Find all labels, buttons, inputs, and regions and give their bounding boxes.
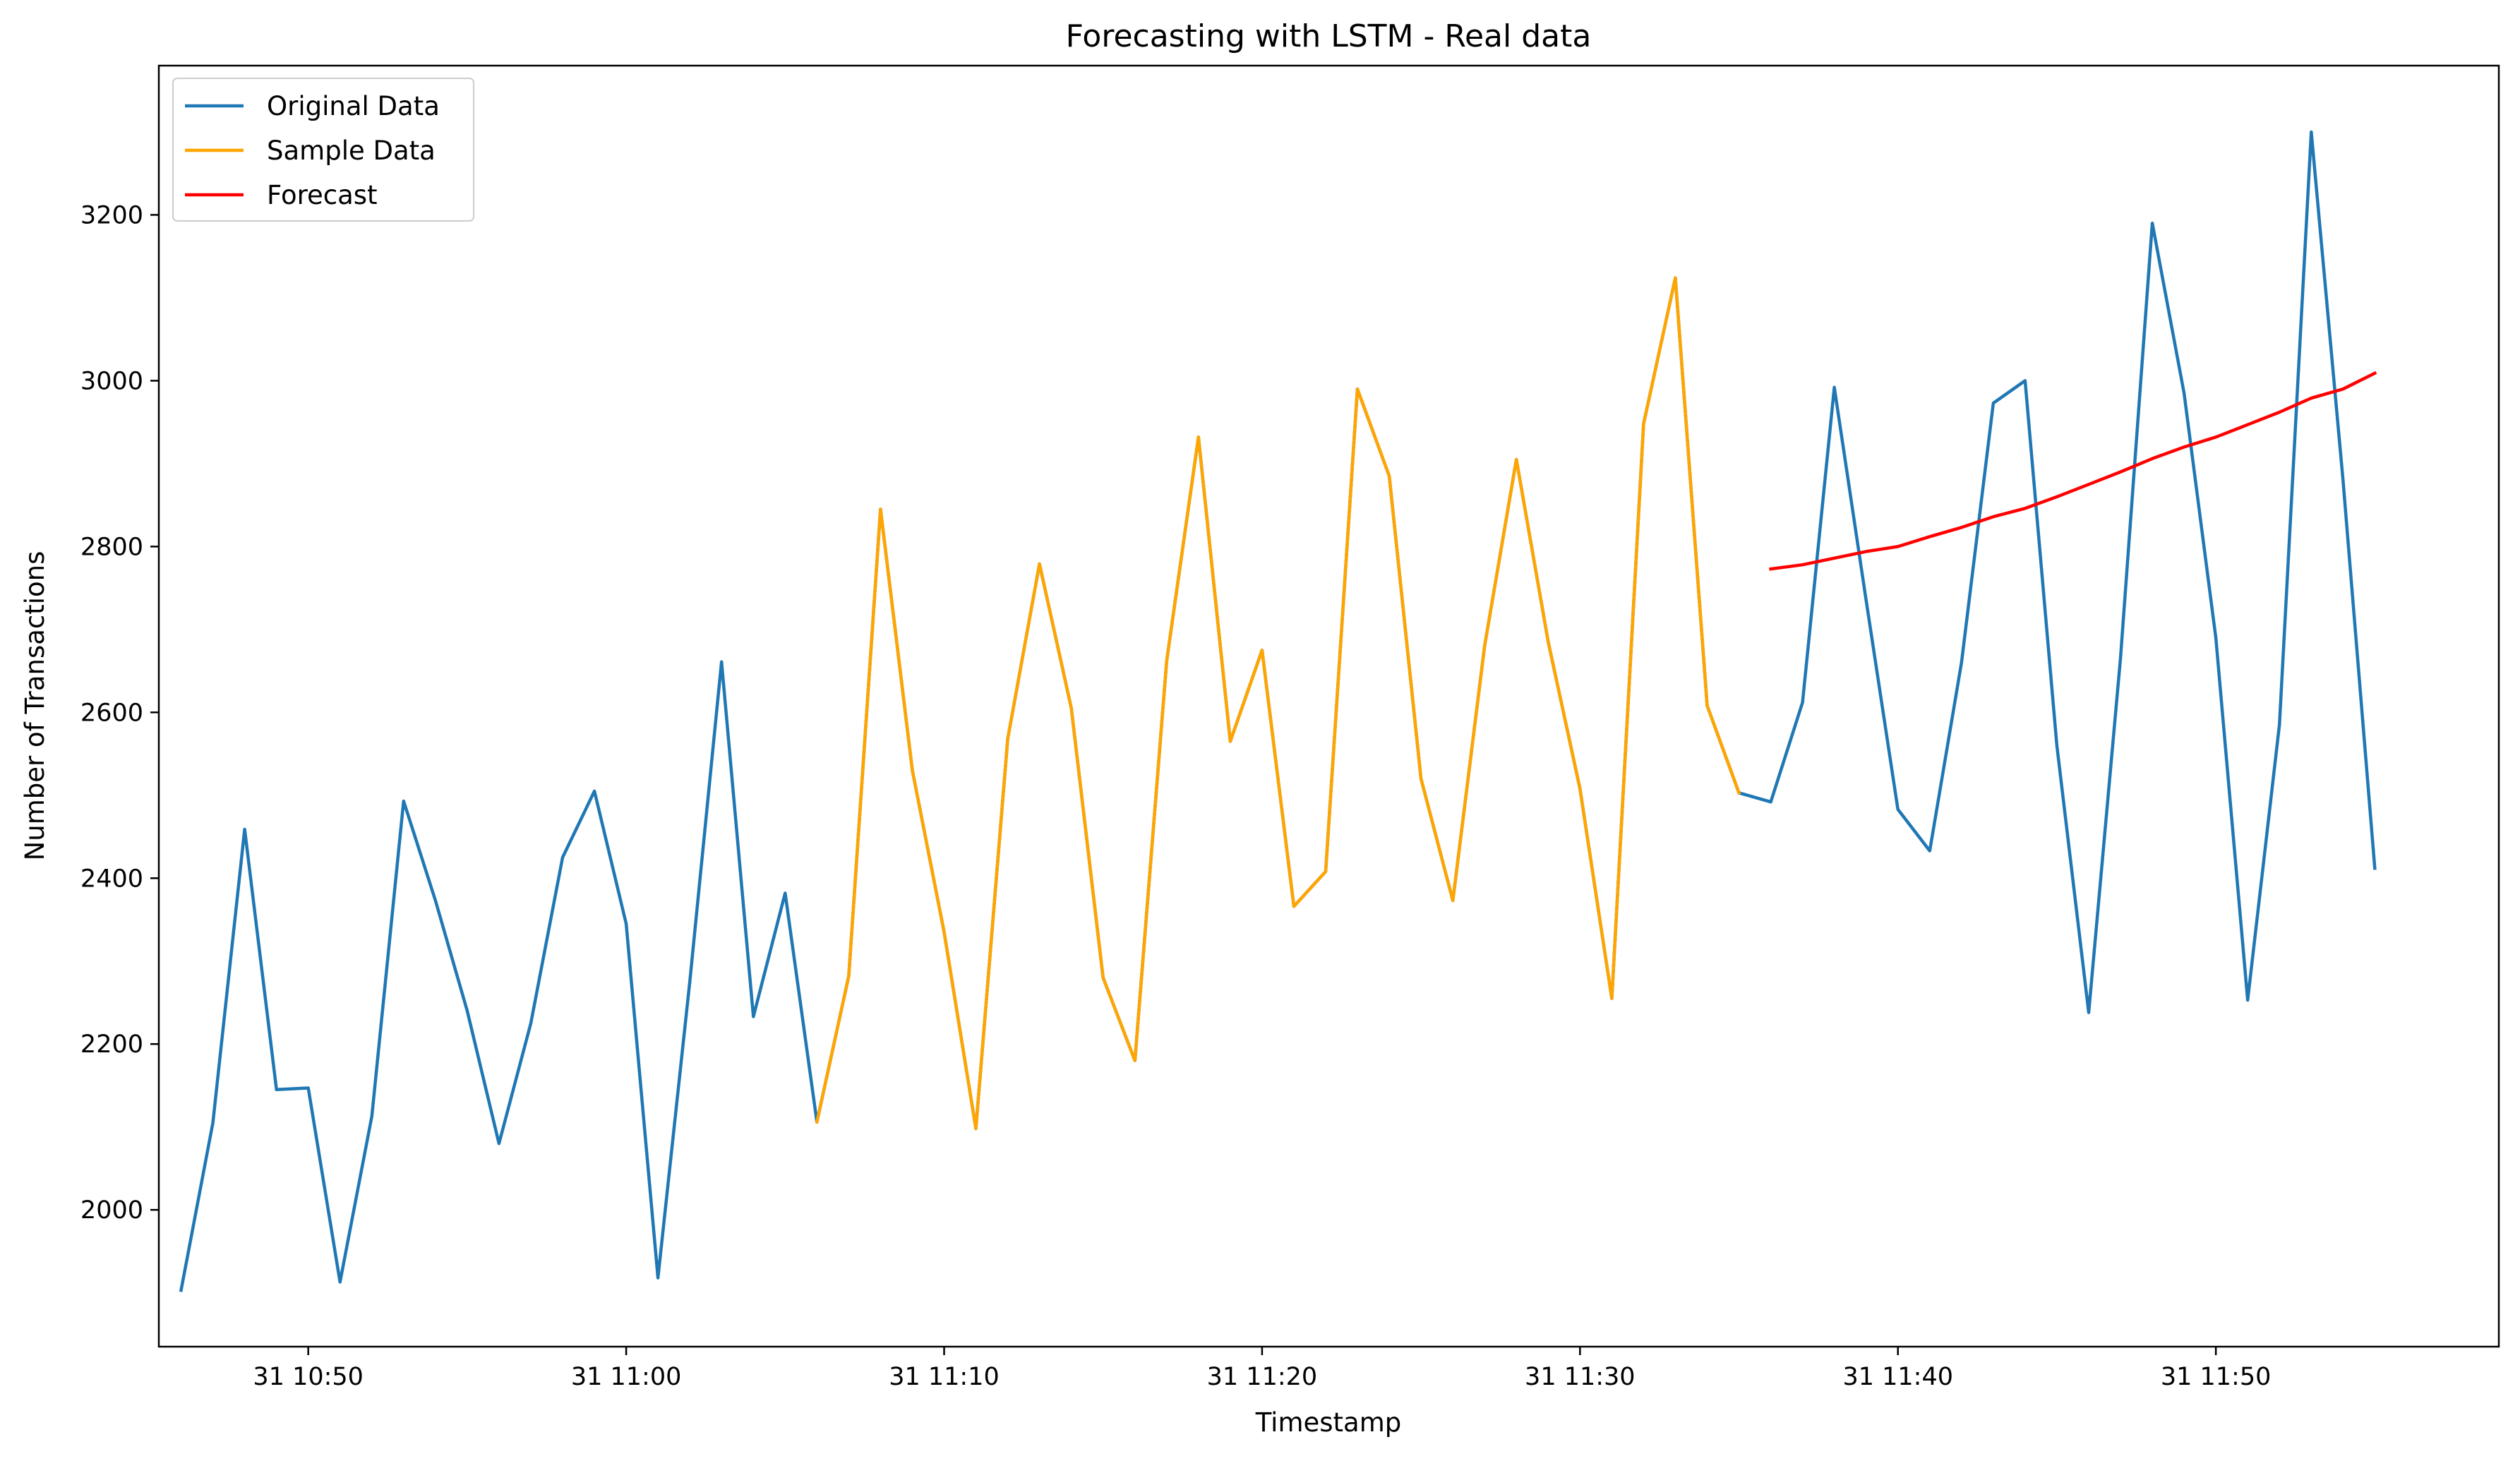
y-tick-label: 2400	[80, 865, 143, 893]
y-tick-label: 2800	[80, 533, 143, 561]
x-tick-label: 31 11:00	[571, 1363, 682, 1391]
legend-box	[172, 78, 474, 222]
y-tick-label: 3200	[80, 201, 143, 229]
series-line-forecast	[1769, 371, 2377, 571]
x-tick-label: 31 11:30	[1525, 1363, 1636, 1391]
chart-title: Forecasting with LSTM - Real data	[1066, 18, 1592, 54]
x-tick-label: 31 11:10	[889, 1363, 1000, 1391]
y-tick-label: 2000	[80, 1196, 143, 1225]
series-sample-data	[815, 276, 1741, 1131]
legend-label: Forecast	[267, 180, 378, 210]
x-tick-label: 31 10:50	[253, 1363, 364, 1391]
legend-item-original-data: Original Data	[185, 91, 440, 121]
x-tick-label: 31 11:50	[2161, 1363, 2272, 1391]
y-tick-label: 2600	[80, 699, 143, 727]
x-axis-title: Timestamp	[1255, 1407, 1402, 1438]
legend: Original Data Sample Data Forecast	[172, 78, 474, 222]
legend-item-forecast: Forecast	[185, 180, 378, 210]
x-axis: 31 10:50 31 11:00 31 11:10 31 11:20 31 11:30…	[253, 1347, 2271, 1391]
legend-label: Sample Data	[267, 136, 436, 166]
legend-label: Original Data	[267, 91, 440, 121]
x-tick-label: 31 11:20	[1207, 1363, 1318, 1391]
y-tick-label: 3000	[80, 367, 143, 395]
legend-item-sample-data: Sample Data	[185, 136, 436, 166]
y-axis: 2000 2200 2400 2600 2800 3000 3200	[80, 201, 159, 1225]
x-tick-label: 31 11:40	[1842, 1363, 1953, 1391]
y-tick-label: 2200	[80, 1030, 143, 1059]
series-line-sample-data	[815, 276, 1741, 1131]
series-layer	[179, 130, 2377, 1292]
series-forecast	[1769, 371, 2377, 571]
y-axis-title: Number of Transactions	[20, 551, 50, 861]
plot-area-frame	[157, 64, 2500, 1348]
